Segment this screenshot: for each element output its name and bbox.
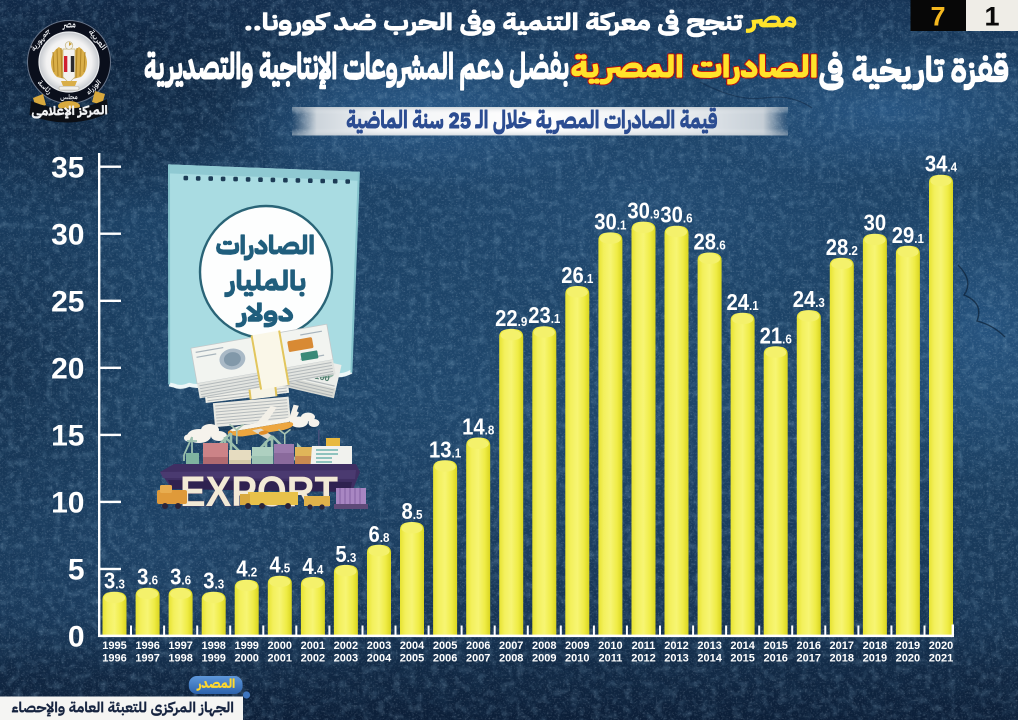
svg-text:2013: 2013 xyxy=(697,640,721,652)
svg-text:30: 30 xyxy=(864,209,887,236)
svg-text:2012: 2012 xyxy=(664,640,688,652)
svg-text:2016: 2016 xyxy=(797,640,821,652)
svg-text:35: 35 xyxy=(51,151,84,184)
svg-text:2018: 2018 xyxy=(830,652,854,664)
svg-text:2000: 2000 xyxy=(234,652,258,664)
svg-text:5: 5 xyxy=(68,554,85,587)
svg-text:2001: 2001 xyxy=(268,652,292,664)
svg-text:2007: 2007 xyxy=(499,640,523,652)
svg-text:2009: 2009 xyxy=(565,640,589,652)
svg-text:24.3: 24.3 xyxy=(793,286,825,313)
svg-text:1999: 1999 xyxy=(234,640,258,652)
svg-text:1998: 1998 xyxy=(201,640,225,652)
svg-text:2014: 2014 xyxy=(697,652,722,664)
svg-text:2010: 2010 xyxy=(598,640,622,652)
svg-text:2011: 2011 xyxy=(598,652,622,664)
svg-text:1995: 1995 xyxy=(102,640,126,652)
svg-text:2017: 2017 xyxy=(797,652,821,664)
svg-text:2019: 2019 xyxy=(863,652,887,664)
svg-text:2005: 2005 xyxy=(400,652,424,664)
svg-text:2019: 2019 xyxy=(896,640,920,652)
svg-text:2005: 2005 xyxy=(433,640,457,652)
svg-text:1997: 1997 xyxy=(168,640,192,652)
svg-text:1996: 1996 xyxy=(102,652,126,664)
svg-text:1996: 1996 xyxy=(135,640,159,652)
svg-text:2016: 2016 xyxy=(763,652,787,664)
svg-text:2002: 2002 xyxy=(334,640,358,652)
svg-text:2017: 2017 xyxy=(830,640,854,652)
svg-text:2004: 2004 xyxy=(367,652,392,664)
svg-text:2007: 2007 xyxy=(466,652,490,664)
svg-text:2006: 2006 xyxy=(466,640,490,652)
svg-text:15: 15 xyxy=(51,420,84,453)
svg-text:2004: 2004 xyxy=(400,640,425,652)
svg-text:2020: 2020 xyxy=(896,652,920,664)
svg-text:2003: 2003 xyxy=(334,652,358,664)
svg-text:2001: 2001 xyxy=(301,640,325,652)
svg-text:2015: 2015 xyxy=(763,640,787,652)
svg-text:2020: 2020 xyxy=(929,640,953,652)
svg-text:2011: 2011 xyxy=(632,640,656,652)
svg-text:2008: 2008 xyxy=(532,640,556,652)
svg-text:30.9: 30.9 xyxy=(627,197,659,224)
svg-text:2015: 2015 xyxy=(730,652,754,664)
svg-text:1999: 1999 xyxy=(201,652,225,664)
svg-text:2014: 2014 xyxy=(730,640,755,652)
svg-text:2003: 2003 xyxy=(367,640,391,652)
svg-text:10: 10 xyxy=(51,487,84,520)
svg-text:2002: 2002 xyxy=(301,652,325,664)
svg-text:2012: 2012 xyxy=(631,652,655,664)
svg-text:7: 7 xyxy=(930,2,945,32)
svg-text:1998: 1998 xyxy=(168,652,192,664)
svg-text:2013: 2013 xyxy=(664,652,688,664)
svg-text:1997: 1997 xyxy=(135,652,159,664)
svg-text:20: 20 xyxy=(51,352,84,385)
svg-text:2008: 2008 xyxy=(499,652,523,664)
svg-text:25: 25 xyxy=(51,285,84,318)
svg-text:2010: 2010 xyxy=(565,652,589,664)
svg-text:30: 30 xyxy=(51,218,84,251)
svg-text:0: 0 xyxy=(68,621,85,654)
svg-text:2021: 2021 xyxy=(929,652,953,664)
svg-text:2006: 2006 xyxy=(433,652,457,664)
svg-text:2009: 2009 xyxy=(532,652,556,664)
svg-text:2000: 2000 xyxy=(268,640,292,652)
svg-text:2018: 2018 xyxy=(863,640,887,652)
svg-text:1: 1 xyxy=(984,2,999,32)
